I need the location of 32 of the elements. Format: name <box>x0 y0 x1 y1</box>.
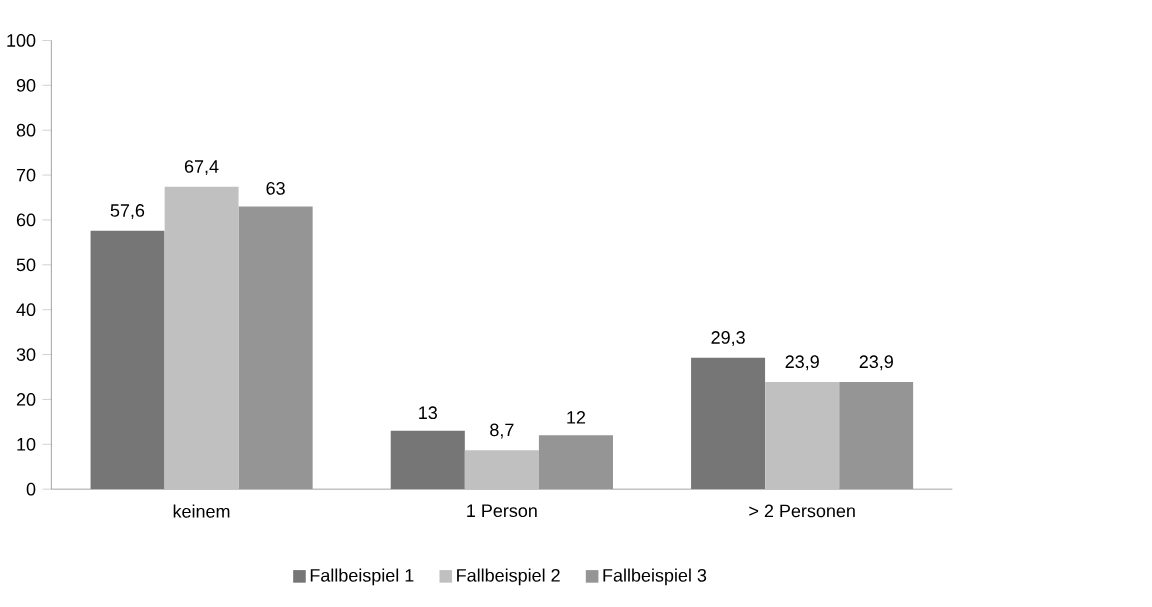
y-tick-label: 70 <box>16 168 36 182</box>
y-tick-label: 80 <box>16 123 36 137</box>
y-tick-label: 40 <box>16 303 36 317</box>
data-label: 57,6 <box>110 204 145 219</box>
data-label: 23,9 <box>785 355 819 371</box>
y-tick-label: 50 <box>16 258 36 272</box>
bar <box>839 381 914 490</box>
y-tick-label: 100 <box>7 34 36 47</box>
bar <box>538 435 613 490</box>
bar <box>238 206 313 490</box>
x-tick-label: > 2 Personen <box>749 504 855 518</box>
x-tick-label: keinem <box>173 504 230 518</box>
bar <box>765 381 840 490</box>
y-tick-label: 90 <box>16 78 36 92</box>
data-label: 12 <box>567 411 586 424</box>
bar <box>164 186 239 490</box>
y-tick-label: 20 <box>16 393 36 406</box>
bar <box>464 450 539 490</box>
y-tick-label: 10 <box>17 437 36 451</box>
legend-label: Fallbeispiel 3 <box>603 568 707 586</box>
data-label: 67,4 <box>184 160 219 176</box>
legend-label: Fallbeispiel 2 <box>457 568 560 586</box>
y-tick-label: 0 <box>26 482 36 496</box>
data-label: 8,7 <box>490 423 514 439</box>
legend-label: Fallbeispiel 1 <box>310 568 414 586</box>
y-tick-label: 30 <box>16 348 36 361</box>
data-label: 23,9 <box>859 355 893 371</box>
data-label: 13 <box>419 406 437 420</box>
data-label: 29,3 <box>711 331 745 346</box>
data-label: 63 <box>266 182 285 195</box>
x-tick-label: 1 Person <box>467 504 537 518</box>
y-tick-label: 60 <box>16 213 36 227</box>
